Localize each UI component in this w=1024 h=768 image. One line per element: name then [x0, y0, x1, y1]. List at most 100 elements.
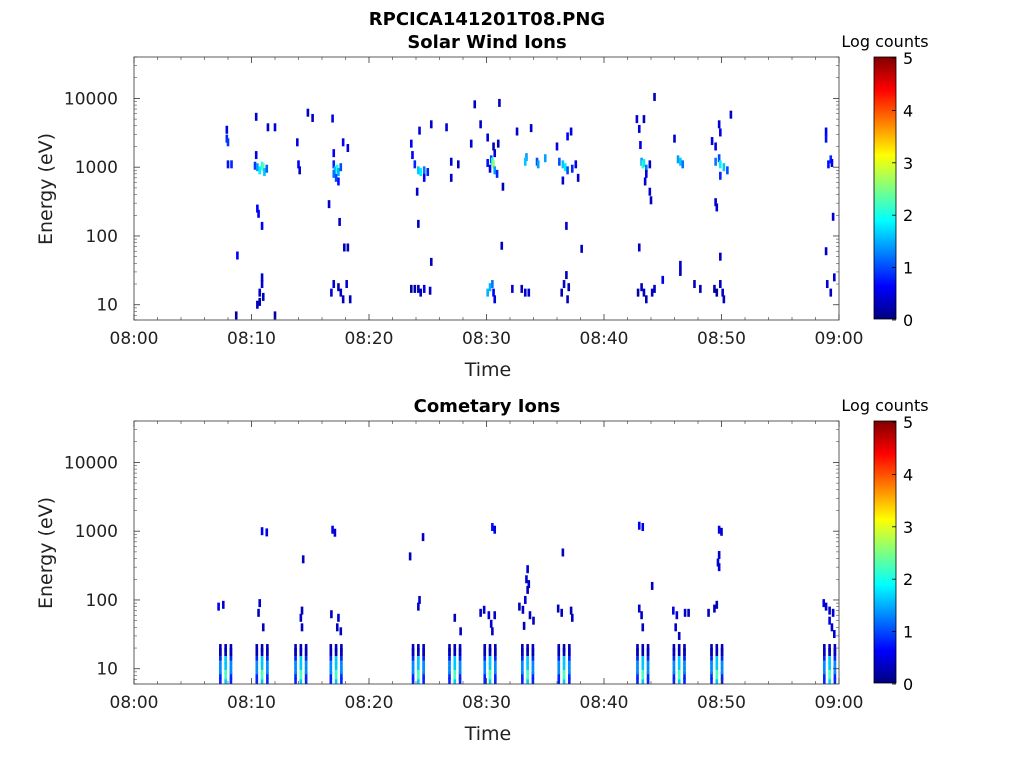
- data-cell: [636, 677, 639, 684]
- data-cell: [710, 656, 713, 665]
- data-cell: [715, 644, 719, 653]
- data-cell: [225, 125, 229, 134]
- data-cell: [419, 168, 422, 177]
- data-cell: [828, 644, 831, 653]
- data-cell: [224, 644, 227, 653]
- panel-1-y-label: Energy (eV): [35, 133, 57, 245]
- data-cell: [422, 656, 425, 665]
- x-tick-label: 08:10: [227, 329, 276, 349]
- data-cell: [677, 644, 681, 653]
- data-cell: [493, 295, 497, 304]
- data-cell: [487, 611, 491, 620]
- data-cell: [453, 666, 457, 675]
- data-cell: [683, 666, 686, 675]
- data-cell: [641, 671, 645, 680]
- data-cell: [411, 661, 415, 670]
- data-cell: [511, 284, 514, 293]
- data-cell: [266, 661, 269, 670]
- data-cell: [566, 132, 569, 141]
- data-cell: [265, 164, 269, 173]
- data-cell: [494, 652, 497, 661]
- data-cell: [715, 666, 719, 675]
- data-cell: [560, 608, 563, 617]
- data-cell: [417, 602, 420, 611]
- data-cell: [449, 157, 453, 166]
- panel-1-x-axis: 08:00 08:10 08:20 08:30 08:40 08:50 09:00: [110, 57, 864, 349]
- data-cell: [230, 160, 233, 169]
- data-cell: [693, 280, 696, 289]
- data-cell: [257, 608, 260, 617]
- data-cell: [568, 677, 571, 684]
- data-cell: [493, 149, 497, 158]
- data-cell: [219, 652, 222, 661]
- data-cell: [304, 661, 308, 670]
- data-cell: [429, 257, 433, 266]
- data-cell: [224, 656, 227, 665]
- data-cell: [720, 677, 724, 684]
- data-cell: [415, 187, 419, 196]
- data-cell: [687, 608, 690, 617]
- data-cell: [556, 604, 560, 613]
- data-cell: [528, 611, 532, 620]
- cometary-spectrogram: [217, 521, 837, 684]
- data-cell: [823, 677, 826, 684]
- data-cell: [254, 112, 258, 121]
- data-cell: [526, 585, 529, 594]
- data-cell: [672, 644, 676, 653]
- y-tick-label: 10000: [64, 89, 118, 109]
- data-cell: [526, 644, 529, 653]
- colorbar-1-label: Log counts: [841, 32, 928, 51]
- panel-1-frame: [133, 56, 840, 321]
- data-cell: [334, 671, 338, 680]
- data-cell: [672, 656, 676, 665]
- data-cell: [531, 671, 535, 680]
- data-cell: [568, 671, 571, 680]
- data-cell: [339, 288, 343, 297]
- data-cell: [255, 671, 259, 680]
- data-cell: [526, 677, 529, 684]
- data-cell: [561, 548, 565, 557]
- data-cell: [419, 288, 422, 297]
- data-cell: [570, 613, 574, 622]
- data-cell: [641, 656, 645, 665]
- data-cell: [661, 275, 665, 284]
- data-cell: [335, 623, 339, 632]
- data-cell: [672, 666, 676, 675]
- data-cell: [332, 280, 336, 289]
- data-cell: [536, 160, 540, 169]
- data-cell: [529, 124, 533, 133]
- data-cell: [300, 623, 304, 632]
- data-cell: [453, 661, 457, 670]
- data-cell: [329, 652, 333, 661]
- data-cell: [562, 644, 566, 653]
- data-cell: [562, 666, 566, 675]
- data-cell: [483, 661, 487, 670]
- data-cell: [486, 159, 489, 168]
- data-cell: [521, 605, 525, 614]
- data-cell: [298, 166, 301, 175]
- data-cell: [570, 164, 574, 173]
- data-cell: [646, 656, 650, 665]
- x-tick-label: 08:20: [345, 693, 394, 713]
- data-cell: [501, 182, 505, 191]
- data-cell: [329, 677, 333, 684]
- data-cell: [833, 661, 837, 670]
- data-cell: [299, 656, 303, 665]
- data-cell: [294, 644, 297, 653]
- data-cell: [526, 656, 529, 665]
- data-cell: [636, 288, 640, 297]
- data-cell: [226, 138, 230, 147]
- data-cell: [645, 164, 648, 173]
- data-cell: [683, 656, 686, 665]
- data-cell: [636, 671, 639, 680]
- data-cell: [222, 600, 225, 609]
- data-cell: [422, 284, 426, 293]
- data-cell: [828, 656, 831, 665]
- data-cell: [562, 671, 566, 680]
- panel-2-frame: [133, 420, 840, 685]
- data-cell: [568, 661, 571, 670]
- data-cell: [558, 157, 561, 166]
- data-cell: [304, 677, 308, 684]
- data-cell: [411, 677, 415, 684]
- data-cell: [829, 288, 833, 297]
